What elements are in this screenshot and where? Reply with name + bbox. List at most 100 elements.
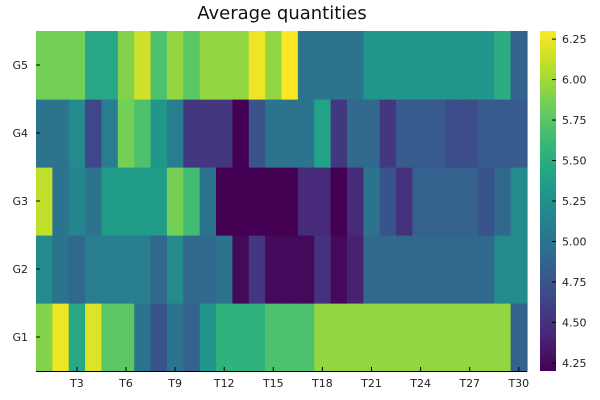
heatmap-cell-G1-T6 xyxy=(117,303,135,372)
heatmap-cell-G2-T3 xyxy=(68,235,86,304)
heatmap-cell-G3-T5 xyxy=(101,167,119,236)
heatmap-cell-G2-T10 xyxy=(183,235,201,304)
heatmap-cell-G4-T11 xyxy=(199,99,217,168)
heatmap-cell-G4-T29 xyxy=(494,99,512,168)
heatmap-cell-G1-T26 xyxy=(445,303,463,372)
heatmap-cell-G4-T16 xyxy=(281,99,299,168)
heatmap-cell-G4-T15 xyxy=(265,99,283,168)
heatmap-cell-G5-T22 xyxy=(379,31,397,100)
heatmap-cell-G5-T10 xyxy=(183,31,201,100)
heatmap-cell-G4-T22 xyxy=(379,99,397,168)
heatmap-cell-G5-T21 xyxy=(363,31,381,100)
heatmap-cell-G1-T12 xyxy=(216,303,233,372)
y-tick-label: G1 xyxy=(12,331,28,344)
y-tick-label: G5 xyxy=(12,59,28,72)
heatmap-cell-G1-T21 xyxy=(363,303,381,372)
axes: T3 T6 T9 T12 T15 T18 T21 T24 T27 T30 G1 G2 G3 G4 G5 xyxy=(12,59,529,390)
heatmap-cell-G3-T10 xyxy=(183,167,201,236)
y-tick-label: G4 xyxy=(12,127,28,140)
heatmap-cell-G2-T11 xyxy=(199,235,217,304)
colorbar-tick-label: 4.25 xyxy=(562,357,587,370)
heatmap-cell-G4-T30 xyxy=(510,99,528,168)
heatmap-cell-G5-T6 xyxy=(117,31,135,100)
heatmap-cell-G1-T14 xyxy=(248,303,266,372)
heatmap-cell-G2-T17 xyxy=(297,235,315,304)
heatmap-cell-G5-T17 xyxy=(297,31,315,100)
heatmap-cell-G3-T29 xyxy=(494,167,512,236)
heatmap-cell-G3-T19 xyxy=(330,167,348,236)
heatmap-cell-G5-T20 xyxy=(346,31,364,100)
heatmap-cell-G5-T27 xyxy=(461,31,479,100)
heatmap-cell-G1-T30 xyxy=(510,303,528,372)
heatmap-cell-G3-T24 xyxy=(412,167,430,236)
heatmap-cell-G2-T8 xyxy=(150,235,168,304)
heatmap-cell-G3-T15 xyxy=(265,167,283,236)
heatmap-cell-G5-T14 xyxy=(248,31,266,100)
heatmap-cell-G5-T18 xyxy=(314,31,332,100)
colorbar-tick-label: 4.50 xyxy=(562,316,587,329)
heatmap-cell-G5-T8 xyxy=(150,31,168,100)
heatmap-cell-G5-T15 xyxy=(265,31,283,100)
x-tick-label: T15 xyxy=(262,377,284,390)
colorbar-tick-label: 6.00 xyxy=(562,74,587,87)
heatmap-cell-G1-T3 xyxy=(68,303,86,372)
heatmap-cells xyxy=(36,31,528,372)
heatmap-cell-G4-T24 xyxy=(412,99,430,168)
heatmap-cell-G4-T27 xyxy=(461,99,479,168)
colorbar: 4.25 4.50 4.75 5.00 5.25 5.50 5.75 6.00 6.25 xyxy=(540,31,587,371)
heatmap-cell-G5-T7 xyxy=(134,31,152,100)
heatmap-cell-G1-T25 xyxy=(428,303,446,372)
x-tick-label: T9 xyxy=(167,377,182,390)
heatmap-cell-G4-T8 xyxy=(150,99,168,168)
heatmap-cell-G4-T6 xyxy=(117,99,135,168)
heatmap-cell-G2-T15 xyxy=(265,235,283,304)
heatmap-cell-G2-T24 xyxy=(412,235,430,304)
heatmap-cell-G4-T26 xyxy=(445,99,463,168)
heatmap-cell-G5-T24 xyxy=(412,31,430,100)
heatmap-cell-G5-T19 xyxy=(330,31,348,100)
heatmap-cell-G3-T2 xyxy=(52,167,70,236)
heatmap-cell-G1-T23 xyxy=(396,303,414,372)
heatmap-cell-G4-T7 xyxy=(134,99,152,168)
heatmap-cell-G3-T8 xyxy=(150,167,168,236)
heatmap-cell-G1-T24 xyxy=(412,303,430,372)
x-tick-label: T24 xyxy=(409,377,431,390)
heatmap-cell-G4-T20 xyxy=(346,99,364,168)
heatmap-cell-G4-T13 xyxy=(232,99,250,168)
heatmap-cell-G5-T5 xyxy=(101,31,119,100)
heatmap-cell-G4-T3 xyxy=(68,99,86,168)
heatmap-cell-G5-T28 xyxy=(477,31,495,100)
colorbar-tick-label: 5.75 xyxy=(562,114,587,127)
heatmap-cell-G3-T22 xyxy=(379,167,397,236)
heatmap-cell-G1-T22 xyxy=(379,303,397,372)
heatmap-cell-G2-T16 xyxy=(281,235,299,304)
heatmap-cell-G3-T27 xyxy=(461,167,479,236)
x-tick-label: T18 xyxy=(311,377,333,390)
heatmap-cell-G2-T29 xyxy=(494,235,512,304)
heatmap-cell-G4-T28 xyxy=(477,99,495,168)
heatmap-cell-G1-T11 xyxy=(199,303,217,372)
heatmap-cell-G1-T2 xyxy=(52,303,70,372)
heatmap-cell-G2-T4 xyxy=(85,235,103,304)
colorbar-tick-label: 6.25 xyxy=(562,33,587,46)
heatmap-cell-G1-T7 xyxy=(134,303,152,372)
heatmap-cell-G3-T25 xyxy=(428,167,446,236)
heatmap-cell-G3-T9 xyxy=(166,167,184,236)
heatmap-cell-G1-T29 xyxy=(494,303,512,372)
heatmap-cell-G5-T12 xyxy=(216,31,233,100)
heatmap-cell-G3-T23 xyxy=(396,167,414,236)
heatmap-cell-G5-T3 xyxy=(68,31,86,100)
heatmap-cell-G2-T19 xyxy=(330,235,348,304)
heatmap-cell-G3-T13 xyxy=(232,167,250,236)
heatmap-cell-G2-T7 xyxy=(134,235,152,304)
x-tick-label: T6 xyxy=(118,377,133,390)
heatmap-cell-G4-T1 xyxy=(36,99,53,168)
heatmap-cell-G2-T23 xyxy=(396,235,414,304)
heatmap-cell-G3-T4 xyxy=(85,167,103,236)
heatmap-cell-G1-T28 xyxy=(477,303,495,372)
colorbar-gradient xyxy=(540,31,556,371)
x-tick-label: T30 xyxy=(507,377,529,390)
x-tick-label: T21 xyxy=(360,377,382,390)
heatmap-cell-G1-T10 xyxy=(183,303,201,372)
